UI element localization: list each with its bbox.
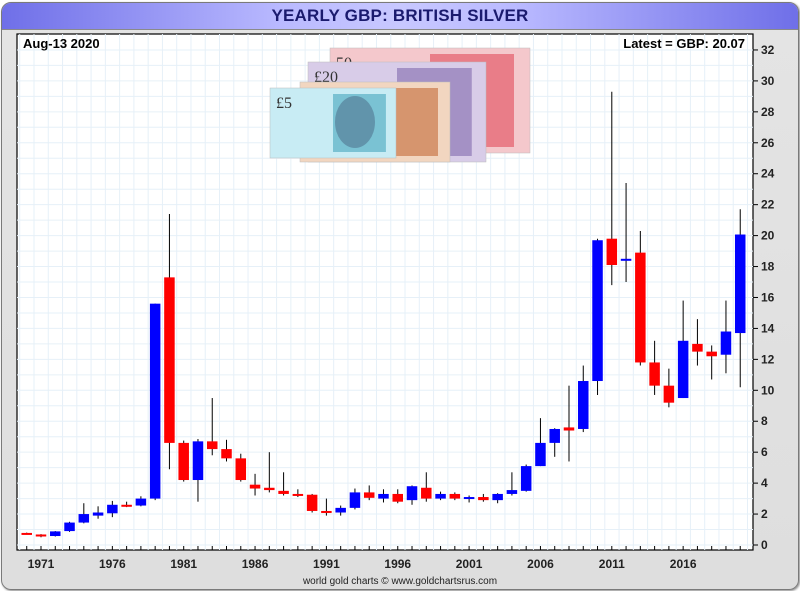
y-tick-label: 16 (761, 290, 775, 304)
candle-1977 (121, 501, 132, 508)
candle-1991 (321, 498, 332, 516)
y-tick-label: 22 (761, 198, 775, 212)
svg-text:£5: £5 (276, 95, 292, 112)
candle-2017 (692, 319, 703, 366)
candle-1988 (278, 472, 289, 496)
x-axis: 1971 1976 1981 1986 1991 1996 2001 2006 2011 2016 (26, 546, 741, 571)
candle-1993 (349, 488, 361, 510)
grid-lines (17, 34, 753, 550)
candle-2002 (478, 493, 489, 502)
plot-area (16, 33, 754, 551)
candle-2014 (649, 340, 660, 395)
candle-2000 (449, 492, 461, 501)
candle-2011 (606, 91, 618, 286)
banknotes-image: 50£2010£5 (269, 47, 531, 163)
y-tick-label: 8 (761, 414, 768, 428)
candle-2019 (720, 300, 732, 374)
candle-1987 (264, 452, 275, 493)
candle-1999 (435, 491, 446, 501)
candle-1985 (235, 453, 247, 482)
candle-1984 (221, 439, 232, 462)
candle-1975 (92, 506, 104, 519)
credit-text: world gold charts © www.goldchartsrus.co… (302, 576, 497, 587)
chart-title: YEARLY GBP: BRITISH SILVER (271, 6, 529, 25)
candle-1997 (406, 485, 418, 505)
candle-2003 (492, 493, 503, 504)
y-tick-label: 24 (761, 167, 775, 181)
x-tick-label: 1986 (242, 557, 269, 571)
candle-2015 (663, 368, 675, 408)
x-tick-label: 1976 (99, 557, 126, 571)
y-tick-label: 10 (761, 383, 775, 397)
candle-2020 (734, 209, 746, 388)
candle-1996 (392, 489, 403, 504)
y-tick-label: 4 (761, 476, 768, 490)
date-label: Aug-13 2020 (23, 36, 100, 51)
candle-2009 (578, 365, 589, 433)
x-tick-label: 2016 (670, 557, 697, 571)
candle-1995 (378, 489, 389, 503)
candle-2006 (535, 418, 546, 467)
y-tick-label: 32 (761, 43, 775, 57)
candle-2004 (506, 472, 518, 496)
candle-1972 (50, 531, 61, 537)
y-tick-label: 12 (761, 352, 775, 366)
x-tick-label: 1981 (170, 557, 197, 571)
candle-1980 (164, 213, 175, 470)
y-tick-label: 2 (761, 507, 768, 521)
candle-1973 (64, 521, 75, 532)
candle-2001 (463, 495, 475, 503)
candle-1998 (421, 472, 432, 502)
y-tick-label: 30 (761, 74, 775, 88)
x-tick-label: 1991 (313, 557, 340, 571)
candlestick-series (21, 91, 746, 538)
candle-2008 (563, 385, 575, 462)
candle-2012 (620, 183, 632, 283)
candle-1990 (306, 493, 318, 513)
candle-1983 (206, 398, 218, 456)
y-tick-label: 14 (761, 321, 775, 335)
candle-2013 (635, 230, 646, 366)
candle-1979 (149, 303, 161, 501)
y-tick-label: 26 (761, 136, 775, 150)
candle-1978 (135, 496, 147, 507)
y-tick-label: 28 (761, 105, 775, 119)
candle-2018 (706, 345, 717, 380)
note-5: £5 (269, 87, 397, 159)
candle-1982 (192, 439, 204, 502)
latest-price-label: Latest = GBP: 20.07 (623, 36, 745, 51)
candle-1974 (78, 503, 90, 524)
y-tick-label: 0 (761, 538, 768, 552)
candle-1970 (21, 532, 32, 535)
y-tick-label: 18 (761, 260, 775, 274)
x-tick-label: 1996 (384, 557, 411, 571)
x-tick-label: 2006 (527, 557, 554, 571)
candle-1989 (292, 489, 304, 498)
candle-1986 (249, 473, 261, 496)
y-tick-label: 6 (761, 445, 768, 459)
candle-2005 (520, 464, 532, 492)
x-tick-label: 2001 (456, 557, 483, 571)
x-tick-label: 2011 (599, 557, 625, 571)
x-tick-label: 1971 (28, 557, 55, 571)
candle-1992 (335, 505, 346, 516)
candle-1976 (107, 500, 118, 518)
candle-1981 (178, 440, 189, 482)
title-bar: YEARLY GBP: BRITISH SILVER (2, 3, 798, 30)
candle-2016 (677, 300, 689, 399)
candle-2010 (592, 238, 603, 395)
y-tick-label: 20 (761, 229, 775, 243)
candle-2007 (549, 428, 560, 457)
candle-1994 (363, 485, 375, 501)
candle-1971 (35, 534, 47, 538)
